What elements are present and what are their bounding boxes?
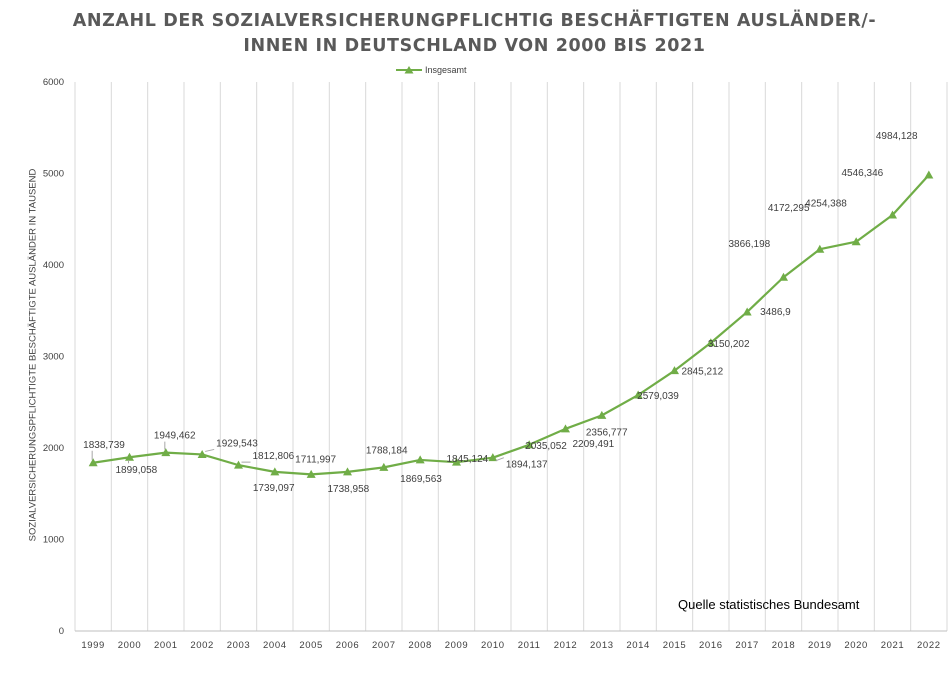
data-point: [488, 453, 498, 462]
x-tick-label: 2018: [772, 640, 796, 651]
x-tick-label: 2011: [518, 640, 541, 651]
chart-title-line-1: ANZAHL DER SOZIALVERSICHERUNGPFLICHTIG B…: [72, 11, 877, 31]
data-point: [633, 390, 643, 399]
data-label: 4984,128: [876, 131, 918, 142]
x-tick-label: 2020: [844, 640, 868, 651]
y-tick-label: 3000: [43, 352, 64, 363]
data-label: 3486,9: [760, 307, 791, 318]
legend: Insgesamt: [396, 65, 467, 75]
x-tick-label: 2001: [154, 640, 178, 651]
x-tick-label: 2012: [554, 640, 578, 651]
data-label: 2356,777: [586, 427, 628, 438]
x-tick-label: 2004: [263, 640, 287, 651]
x-tick-label: 2008: [408, 640, 432, 651]
data-point: [379, 462, 389, 471]
data-label: 4254,388: [805, 199, 847, 210]
data-point: [270, 467, 280, 476]
data-label: 4172,295: [768, 203, 810, 214]
data-label: 1899,058: [116, 465, 158, 476]
x-tick-label: 2016: [699, 640, 723, 651]
data-label: 1838,739: [83, 440, 125, 451]
data-label: 2209,491: [573, 439, 615, 450]
y-tick-label: 6000: [43, 77, 64, 88]
x-tick-label: 2013: [590, 640, 614, 651]
data-point: [524, 440, 534, 449]
data-point: [742, 307, 752, 316]
data-point: [234, 460, 243, 469]
x-tick-label: 1999: [81, 640, 105, 651]
data-label: 3866,198: [729, 239, 771, 250]
x-tick-label: 2014: [626, 640, 650, 651]
x-tick-label: 2010: [481, 640, 505, 651]
data-label: 1711,997: [295, 454, 336, 465]
data-label: 1739,097: [253, 483, 295, 494]
data-point: [415, 455, 425, 464]
data-point: [924, 170, 934, 179]
data-label: 2035,052: [525, 441, 567, 452]
data-label: 1949,462: [154, 431, 196, 442]
data-label: 3150,202: [708, 339, 750, 350]
data-point: [88, 458, 98, 467]
source-annotation: Quelle statistisches Bundesamt: [678, 597, 860, 612]
x-tick-label: 2021: [881, 640, 905, 651]
x-tick-label: 2022: [917, 640, 941, 651]
data-point: [161, 448, 171, 457]
data-label: 1929,543: [216, 438, 258, 449]
data-point: [452, 457, 461, 466]
x-tick-label: 2019: [808, 640, 832, 651]
data-label: 1894,137: [506, 460, 548, 471]
y-tick-label: 0: [59, 626, 64, 637]
x-tick-label: 2005: [299, 640, 323, 651]
chart-title-line-2: INNEN IN DEUTSCHLAND VON 2000 BIS 2021: [243, 36, 706, 56]
x-tick-label: 2015: [663, 640, 687, 651]
x-tick-label: 2017: [735, 640, 759, 651]
x-tick-label: 2000: [118, 640, 142, 651]
data-label-leader: [495, 457, 505, 462]
data-label: 1788,184: [366, 445, 408, 456]
x-tick-label: 2007: [372, 640, 396, 651]
x-tick-label: 2003: [227, 640, 251, 651]
data-label-leader: [205, 448, 215, 452]
y-tick-label: 4000: [43, 260, 64, 271]
data-point: [888, 210, 897, 219]
data-point: [125, 452, 134, 461]
x-tick-label: 2009: [445, 640, 469, 651]
data-label: 2579,039: [637, 391, 679, 402]
data-point: [779, 272, 788, 281]
data-point: [851, 237, 861, 246]
y-tick-label: 5000: [43, 169, 64, 180]
data-point: [306, 469, 316, 478]
data-point: [197, 449, 207, 458]
data-point: [597, 410, 607, 419]
data-point: [670, 366, 679, 375]
data-label: 1869,563: [400, 474, 442, 485]
x-tick-label: 2006: [336, 640, 360, 651]
series-line: [93, 174, 930, 476]
legend-line-triangle-icon: [396, 66, 422, 74]
legend-label: Insgesamt: [425, 65, 467, 75]
data-label: 1845,124: [447, 454, 489, 465]
x-tick-label: 2002: [190, 640, 214, 651]
data-label: 1812,806: [253, 451, 295, 462]
data-point: [706, 338, 716, 347]
data-point: [561, 424, 570, 433]
data-point: [343, 467, 352, 476]
data-label: 2845,212: [682, 367, 724, 378]
y-tick-label: 2000: [43, 443, 64, 454]
data-label: 1738,958: [328, 484, 370, 495]
data-point: [815, 244, 825, 253]
y-tick-label: 1000: [43, 535, 64, 546]
data-label: 4546,346: [842, 168, 884, 179]
